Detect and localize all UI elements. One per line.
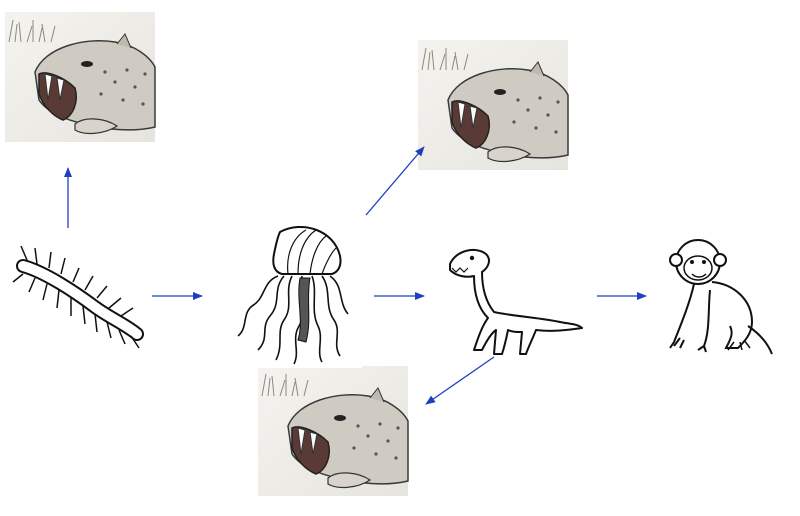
- monkey-icon: [664, 230, 780, 358]
- sabertooth-top-right: [417, 39, 569, 171]
- arrow-jellyfish-to-sabertooth: [365, 146, 425, 216]
- jellyfish-icon: [222, 220, 362, 368]
- dinosaur-icon: [442, 232, 587, 356]
- arrow-dinosaur-to-sabertooth: [425, 356, 495, 405]
- arrows: [64, 146, 647, 405]
- centipede-icon: [5, 232, 144, 360]
- sabertooth-bottom: [257, 365, 409, 497]
- sabertooth-top-left: [4, 11, 156, 143]
